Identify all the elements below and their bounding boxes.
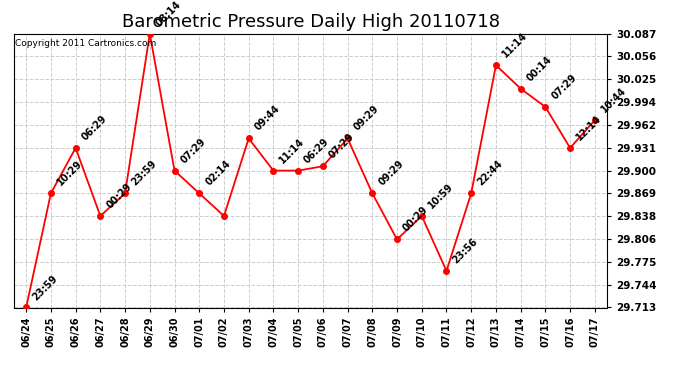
Text: 02:14: 02:14: [204, 159, 233, 188]
Text: 09:29: 09:29: [377, 159, 406, 188]
Text: 12:14: 12:14: [574, 113, 603, 142]
Text: 23:59: 23:59: [30, 273, 59, 302]
Text: 00:14: 00:14: [525, 54, 554, 83]
Text: 07:29: 07:29: [327, 132, 356, 160]
Text: 08:14: 08:14: [154, 0, 183, 28]
Title: Barometric Pressure Daily High 20110718: Barometric Pressure Daily High 20110718: [121, 13, 500, 31]
Text: 09:29: 09:29: [352, 104, 381, 133]
Text: 00:29: 00:29: [104, 182, 133, 210]
Text: Copyright 2011 Cartronics.com: Copyright 2011 Cartronics.com: [15, 39, 156, 48]
Text: 23:56: 23:56: [451, 236, 480, 266]
Text: 10:59: 10:59: [426, 182, 455, 210]
Text: 10:29: 10:29: [55, 159, 84, 188]
Text: 07:29: 07:29: [549, 72, 578, 101]
Text: 00:29: 00:29: [401, 205, 430, 234]
Text: 09:44: 09:44: [253, 104, 282, 133]
Text: 07:29: 07:29: [179, 136, 208, 165]
Text: 06:29: 06:29: [80, 113, 109, 142]
Text: 22:44: 22:44: [475, 159, 504, 188]
Text: 23:59: 23:59: [129, 159, 158, 188]
Text: 10:44: 10:44: [599, 86, 628, 115]
Text: 11:14: 11:14: [277, 136, 306, 165]
Text: 11:14: 11:14: [500, 31, 529, 60]
Text: 06:29: 06:29: [302, 136, 331, 165]
